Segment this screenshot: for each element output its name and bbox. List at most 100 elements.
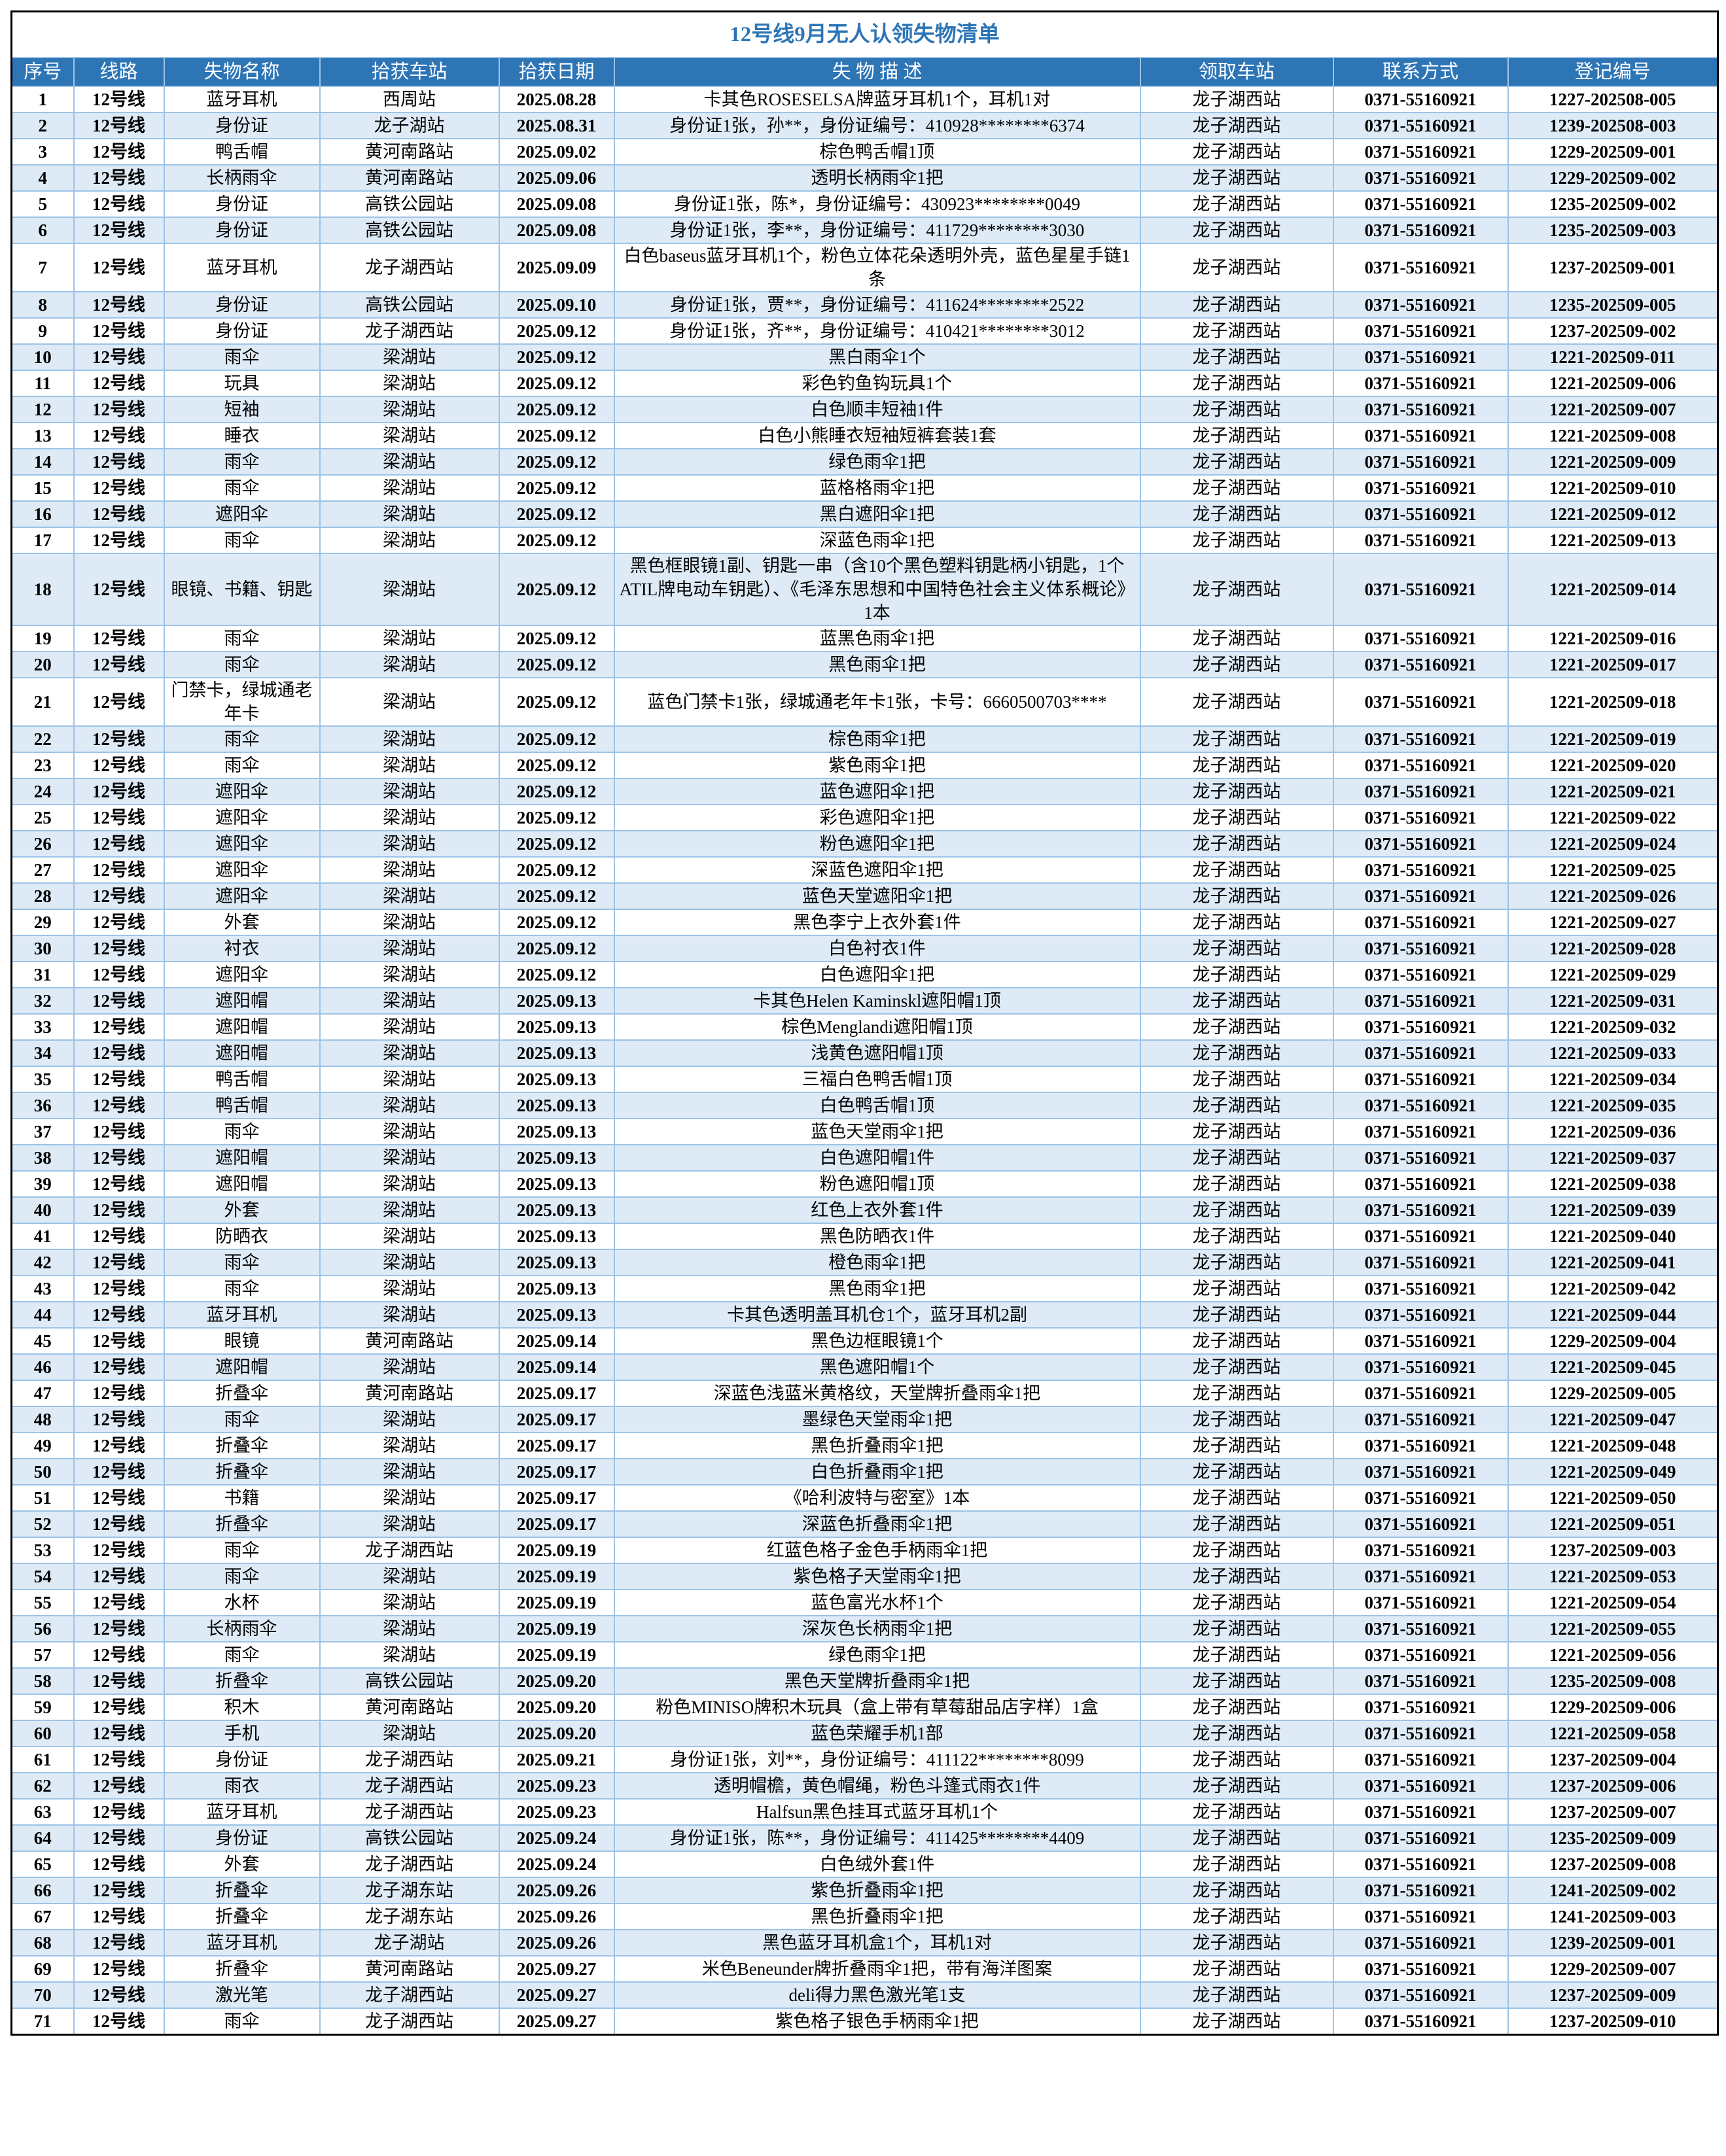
cell-register-no: 1221-202509-010 [1507, 474, 1719, 502]
cell-item-name: 书籍 [163, 1484, 321, 1512]
cell-contact: 0371-55160921 [1332, 1981, 1509, 2009]
cell-line: 12号线 [73, 1798, 165, 1826]
cell-found-station: 梁湖站 [319, 1223, 500, 1250]
cell-claim-station: 龙子湖西站 [1139, 1981, 1334, 2009]
cell-register-no: 1237-202509-001 [1507, 243, 1719, 292]
cell-line: 12号线 [73, 1563, 165, 1590]
cell-found-station: 梁湖站 [319, 1589, 500, 1616]
cell-contact: 0371-55160921 [1332, 317, 1509, 345]
cell-found-date: 2025.09.19 [498, 1615, 615, 1643]
cell-item-name: 外套 [163, 1851, 321, 1878]
cell-contact: 0371-55160921 [1332, 1772, 1509, 1800]
cell-found-station: 梁湖站 [319, 778, 500, 805]
cell-claim-station: 龙子湖西站 [1139, 1641, 1334, 1669]
cell-found-station: 高铁公园站 [319, 291, 500, 319]
cell-register-no: 1221-202509-024 [1507, 830, 1719, 858]
cell-contact: 0371-55160921 [1332, 164, 1509, 192]
cell-description: 卡其色透明盖耳机仓1个，蓝牙耳机2副 [613, 1301, 1141, 1329]
cell-found-station: 梁湖站 [319, 1406, 500, 1433]
header-found-station: 拾获车站 [319, 57, 500, 87]
cell-description: 透明帽檐，黄色帽绳，粉色斗篷式雨衣1件 [613, 1772, 1141, 1800]
cell-found-station: 梁湖站 [319, 1144, 500, 1172]
cell-description: 绿色雨伞1把 [613, 448, 1141, 476]
cell-register-no: 1221-202509-025 [1507, 856, 1719, 884]
cell-index: 53 [10, 1537, 75, 1564]
cell-line: 12号线 [73, 830, 165, 858]
table-row: 64 12号线 身份证 高铁公园站 2025.09.24 身份证1张，陈**，身份证编号：… [10, 1824, 1719, 1852]
cell-contact: 0371-55160921 [1332, 1458, 1509, 1486]
table-row: 47 12号线 折叠伞 黄河南路站 2025.09.17 深蓝色浅蓝米黄格纹，天堂牌折叠雨… [10, 1380, 1719, 1407]
cell-found-station: 梁湖站 [319, 1301, 500, 1329]
cell-line: 12号线 [73, 1537, 165, 1564]
cell-found-station: 黄河南路站 [319, 1380, 500, 1407]
cell-description: 白色绒外套1件 [613, 1851, 1141, 1878]
cell-contact: 0371-55160921 [1332, 856, 1509, 884]
table-row: 32 12号线 遮阳帽 梁湖站 2025.09.13 卡其色Helen Kaminskl遮… [10, 987, 1719, 1015]
cell-found-date: 2025.09.14 [498, 1353, 615, 1381]
cell-contact: 0371-55160921 [1332, 1039, 1509, 1067]
cell-claim-station: 龙子湖西站 [1139, 1615, 1334, 1643]
cell-item-name: 长柄雨伞 [163, 164, 321, 192]
cell-line: 12号线 [73, 217, 165, 244]
cell-index: 40 [10, 1196, 75, 1224]
cell-line: 12号线 [73, 1196, 165, 1224]
cell-line: 12号线 [73, 112, 165, 139]
cell-index: 28 [10, 882, 75, 910]
cell-found-station: 梁湖站 [319, 1170, 500, 1198]
cell-contact: 0371-55160921 [1332, 677, 1509, 727]
cell-found-date: 2025.09.02 [498, 138, 615, 165]
cell-description: 红蓝色格子金色手柄雨伞1把 [613, 1537, 1141, 1564]
cell-item-name: 折叠伞 [163, 1667, 321, 1695]
cell-found-date: 2025.09.21 [498, 1746, 615, 1773]
cell-index: 33 [10, 1013, 75, 1041]
cell-contact: 0371-55160921 [1332, 882, 1509, 910]
cell-contact: 0371-55160921 [1332, 651, 1509, 678]
cell-line: 12号线 [73, 909, 165, 936]
cell-claim-station: 龙子湖西站 [1139, 553, 1334, 626]
table-row: 69 12号线 折叠伞 黄河南路站 2025.09.27 米色Beneunder牌折叠雨伞… [10, 1955, 1719, 1983]
cell-index: 32 [10, 987, 75, 1015]
cell-found-station: 黄河南路站 [319, 164, 500, 192]
cell-description: 黑色边框眼镜1个 [613, 1327, 1141, 1355]
table-row: 27 12号线 遮阳伞 梁湖站 2025.09.12 深蓝色遮阳伞1把 龙子湖西站 0371-… [10, 856, 1719, 884]
cell-register-no: 1221-202509-053 [1507, 1563, 1719, 1590]
cell-index: 54 [10, 1563, 75, 1590]
cell-register-no: 1229-202509-006 [1507, 1694, 1719, 1721]
cell-claim-station: 龙子湖西站 [1139, 882, 1334, 910]
cell-item-name: 雨伞 [163, 1275, 321, 1302]
cell-register-no: 1221-202509-036 [1507, 1118, 1719, 1145]
table-row: 7 12号线 蓝牙耳机 龙子湖西站 2025.09.09 白色baseus蓝牙耳机1个，粉… [10, 243, 1719, 292]
cell-item-name: 鸭舌帽 [163, 1092, 321, 1119]
cell-item-name: 遮阳帽 [163, 1144, 321, 1172]
cell-found-station: 黄河南路站 [319, 138, 500, 165]
cell-claim-station: 龙子湖西站 [1139, 1196, 1334, 1224]
cell-found-date: 2025.09.20 [498, 1720, 615, 1747]
table-row: 62 12号线 雨衣 龙子湖西站 2025.09.23 透明帽檐，黄色帽绳，粉色斗篷式雨衣… [10, 1772, 1719, 1800]
cell-claim-station: 龙子湖西站 [1139, 1432, 1334, 1459]
cell-found-station: 梁湖站 [319, 651, 500, 678]
cell-claim-station: 龙子湖西站 [1139, 1929, 1334, 1956]
cell-register-no: 1221-202509-022 [1507, 804, 1719, 831]
cell-found-station: 梁湖站 [319, 1458, 500, 1486]
table-row: 12 12号线 短袖 梁湖站 2025.09.12 白色顺丰短袖1件 龙子湖西站 0371-5… [10, 396, 1719, 423]
cell-description: 身份证1张，陈*，身份证编号：430923********0049 [613, 190, 1141, 218]
cell-register-no: 1221-202509-035 [1507, 1092, 1719, 1119]
cell-description: 黑色折叠雨伞1把 [613, 1903, 1141, 1930]
cell-register-no: 1237-202509-004 [1507, 1746, 1719, 1773]
cell-register-no: 1221-202509-051 [1507, 1510, 1719, 1538]
cell-index: 19 [10, 625, 75, 652]
cell-index: 42 [10, 1249, 75, 1276]
cell-index: 34 [10, 1039, 75, 1067]
cell-description: 蓝色富光水杯1个 [613, 1589, 1141, 1616]
cell-description: 透明长柄雨伞1把 [613, 164, 1141, 192]
cell-description: 身份证1张，贾**，身份证编号：411624********2522 [613, 291, 1141, 319]
cell-item-name: 雨伞 [163, 1537, 321, 1564]
cell-item-name: 遮阳伞 [163, 500, 321, 528]
cell-claim-station: 龙子湖西站 [1139, 961, 1334, 988]
cell-found-date: 2025.09.17 [498, 1432, 615, 1459]
cell-found-station: 梁湖站 [319, 725, 500, 753]
cell-description: 黑色李宁上衣外套1件 [613, 909, 1141, 936]
cell-line: 12号线 [73, 1510, 165, 1538]
cell-item-name: 蓝牙耳机 [163, 243, 321, 292]
cell-found-date: 2025.09.26 [498, 1929, 615, 1956]
